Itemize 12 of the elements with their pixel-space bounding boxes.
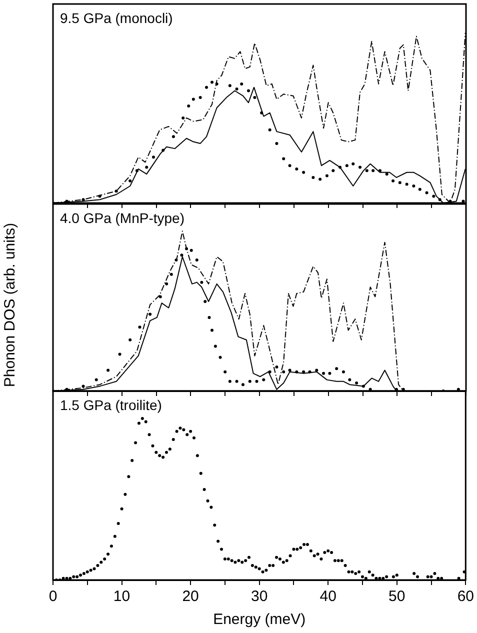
x-tick-label: 40 [320,588,336,606]
chart-title: 1.5 GPa (troilite) [60,396,162,413]
x-tick-label: 60 [457,588,474,606]
x-tick-label: 20 [182,588,199,606]
x-axis-title: Energy (meV) [213,611,306,628]
chart-title: 4.0 GPa (MnP-type) [60,210,184,226]
x-tick-label: 30 [250,588,268,606]
x-tick-label: 0 [48,588,58,606]
y-axis-title: Phonon DOS (arb. units) [2,222,18,388]
x-tick-label: 10 [113,588,130,606]
chart-title: 9.5 GPa (monocli) [60,10,173,26]
x-tick-label: 50 [388,588,406,606]
